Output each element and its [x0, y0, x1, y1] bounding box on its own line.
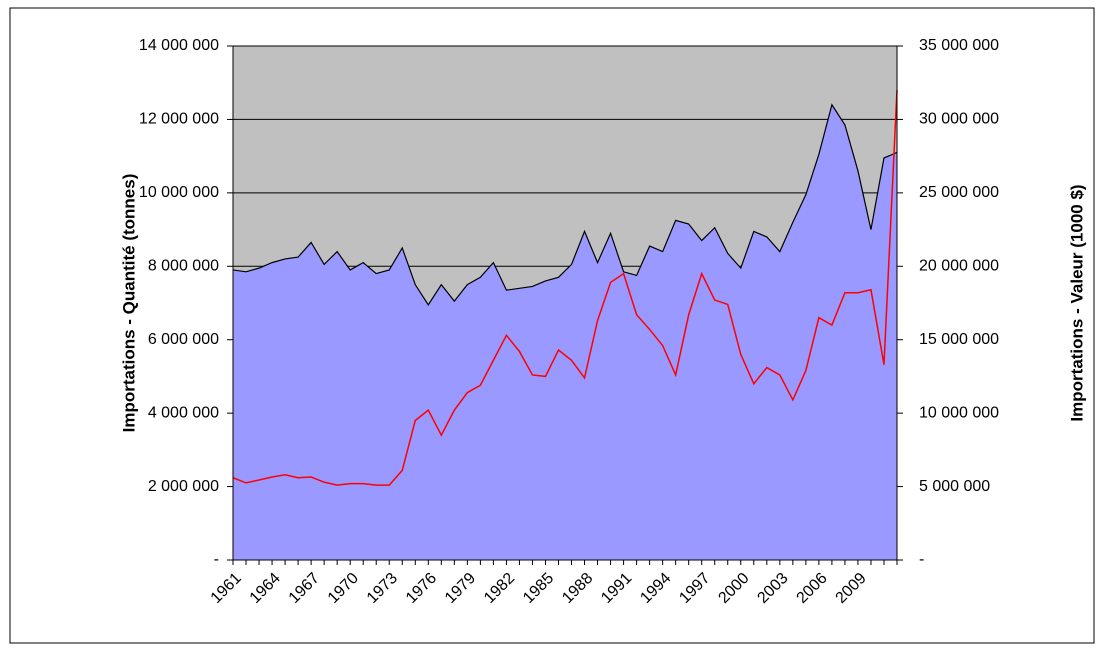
y2-tick-label: 25 000 000: [919, 184, 999, 201]
area: [233, 104, 897, 560]
y2-tick-label: 5 000 000: [919, 478, 990, 495]
y-tick-label: 6 000 000: [148, 331, 219, 348]
y-tick-label: 2 000 000: [148, 478, 219, 495]
y2-tick-label: 35 000 000: [919, 37, 999, 54]
y2-tick-label: 20 000 000: [919, 258, 999, 275]
y2-tick-label: -: [919, 551, 924, 568]
y-tick-label: 12 000 000: [139, 111, 219, 128]
y2-axis-title: Importations - Valeur (1000 $): [1067, 184, 1086, 421]
y2-tick-label: 30 000 000: [919, 111, 999, 128]
y-tick-label: 8 000 000: [148, 258, 219, 275]
y-tick-label: 10 000 000: [139, 184, 219, 201]
line: [232, 90, 898, 486]
y-axis-title: Importations - Quantité (tonnes): [119, 174, 138, 433]
y2-tick-label: 10 000 000: [919, 404, 999, 421]
area-outline: [232, 103, 898, 306]
y-tick-label: 14 000 000: [139, 37, 219, 54]
y-tick-label: -: [214, 551, 219, 568]
y2-tick-label: 15 000 000: [919, 331, 999, 348]
y-tick-label: 4 000 000: [148, 404, 219, 421]
